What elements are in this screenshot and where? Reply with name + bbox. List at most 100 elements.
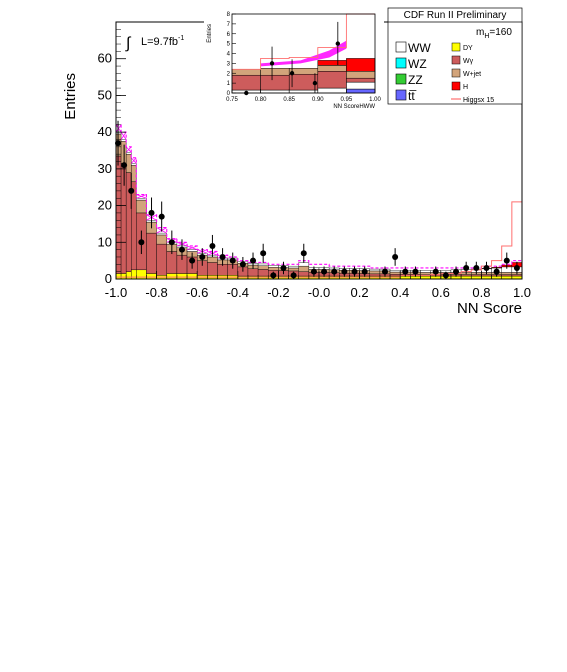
legend-swatch xyxy=(451,81,461,91)
bar-w xyxy=(217,264,228,276)
legend-label-tt: tt̅ xyxy=(408,89,417,103)
data-point xyxy=(361,268,368,275)
data-point xyxy=(341,268,348,275)
bar-w xyxy=(481,274,492,277)
y-tick-label: 50 xyxy=(98,87,112,102)
uncertainty-hatch xyxy=(115,124,122,133)
bar-w xyxy=(146,232,157,274)
uncertainty-hatch xyxy=(130,157,137,164)
bar-w xyxy=(501,274,513,277)
bar-ww xyxy=(120,139,127,142)
inset-x-tick-label: 1.00 xyxy=(369,97,381,103)
legend-label-wz: WZ xyxy=(408,57,427,71)
x-tick-label: -0.2 xyxy=(267,285,289,300)
data-point xyxy=(178,246,185,253)
inset-bar-tt xyxy=(346,88,376,94)
data-point xyxy=(483,264,490,271)
inset-plot: 0.75 0.80 0.85 0.90 0.95 1.00 0 1 2 3 4 5 6 7 8 Entrie… xyxy=(204,8,384,110)
inset-x-tick-label: 0.95 xyxy=(341,97,353,103)
legend-swatch xyxy=(451,68,461,78)
data-point xyxy=(432,268,439,275)
data-point xyxy=(229,257,236,264)
bar-dy xyxy=(120,273,127,280)
bar-w xyxy=(125,172,132,272)
inset-bar-wgamma xyxy=(317,71,347,89)
uncertainty-hatch xyxy=(125,146,132,153)
data-point xyxy=(473,264,480,271)
bar-wjet xyxy=(389,271,401,275)
bar-wjet xyxy=(131,164,137,182)
inset-y-tick-label: 2 xyxy=(227,71,231,77)
inset-y-tick-label: 8 xyxy=(227,12,231,18)
inset-x-tick-label: 0.75 xyxy=(226,97,238,103)
inset-y-tick-label: 0 xyxy=(227,91,231,97)
x-axis-label: NN Score xyxy=(457,300,522,317)
data-point xyxy=(453,268,460,275)
bar-wjet xyxy=(501,272,513,275)
bar-ww xyxy=(257,263,269,266)
bar-ww xyxy=(156,232,167,236)
bar-wjet xyxy=(420,272,431,275)
bar-wjet xyxy=(207,256,218,263)
bar-w xyxy=(389,274,401,277)
svg-text:L=9.7fb-1: L=9.7fb-1 xyxy=(141,35,184,48)
inset-x-tick-label: 0.90 xyxy=(312,97,324,103)
bar-wjet xyxy=(268,267,279,271)
uncertainty-hatch xyxy=(186,245,198,251)
inset-bar-ww xyxy=(346,81,376,90)
bar-wjet xyxy=(136,199,147,214)
inset-bar-wgamma xyxy=(346,77,376,83)
svg-text:∫: ∫ xyxy=(125,35,132,52)
data-point xyxy=(199,253,206,260)
bar-w xyxy=(460,274,472,277)
data-point xyxy=(280,264,287,271)
data-point xyxy=(239,261,246,268)
legend-swatch xyxy=(451,42,461,52)
inset-bar-wjet xyxy=(260,68,290,76)
x-tick-label: -0.4 xyxy=(227,285,249,300)
bar-ww xyxy=(131,163,137,166)
inset-bar-h xyxy=(317,60,347,66)
bar-ww xyxy=(298,262,310,267)
bar-dy xyxy=(146,273,157,280)
inset-x-tick-label: 0.80 xyxy=(255,97,267,103)
data-point xyxy=(381,268,388,275)
data-point xyxy=(128,187,135,194)
mass-label: mH=160 xyxy=(476,27,512,40)
data-point xyxy=(148,209,155,216)
chart-title: CDF Run II Preliminary xyxy=(404,10,507,21)
bar-wjet xyxy=(288,267,299,272)
data-point xyxy=(321,268,328,275)
data-point xyxy=(138,239,145,246)
data-point xyxy=(412,268,419,275)
inset-x-label: NN ScoreHWW xyxy=(333,104,375,110)
inset-y-tick-label: 4 xyxy=(227,52,231,58)
data-point xyxy=(219,253,226,260)
data-point xyxy=(503,257,510,264)
bar-wjet xyxy=(369,270,381,275)
data-point xyxy=(270,272,277,279)
bar-wjet xyxy=(156,234,167,245)
data-point xyxy=(121,162,128,169)
data-point xyxy=(392,253,399,260)
legend-swatch xyxy=(451,55,461,65)
y-tick-label: 20 xyxy=(98,198,112,213)
legend-label-wjet: W+jet xyxy=(463,71,481,78)
inset-data-point xyxy=(335,41,341,46)
inset-y-tick-label: 1 xyxy=(227,81,231,87)
inset-data-point xyxy=(289,71,295,76)
y-tick-label: 0 xyxy=(105,271,112,286)
data-point xyxy=(290,272,297,279)
data-point xyxy=(351,268,358,275)
legend-swatch xyxy=(395,57,407,69)
inset-bar-wjet xyxy=(317,65,347,72)
bar-ww xyxy=(369,268,381,272)
inset-bar-wjet xyxy=(231,69,261,76)
data-point xyxy=(168,239,175,246)
bar-dy xyxy=(186,273,198,280)
data-point xyxy=(493,268,500,275)
data-point xyxy=(115,140,122,147)
data-point xyxy=(260,250,267,257)
bar-w xyxy=(156,243,167,276)
